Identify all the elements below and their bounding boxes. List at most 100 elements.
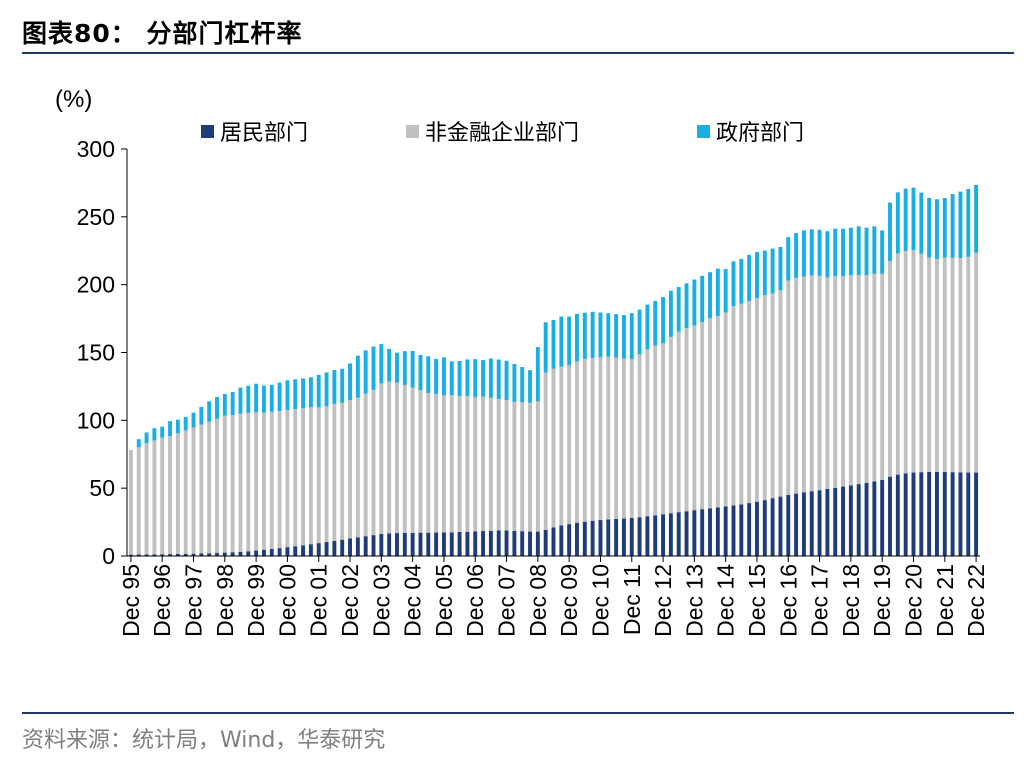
bar-nonfinancial_corporate-91 <box>841 276 845 487</box>
bar-government-81 <box>762 250 767 296</box>
bar-household-82 <box>770 498 775 556</box>
bar-government-24 <box>316 374 321 408</box>
bar-nonfinancial_corporate-56 <box>567 365 572 525</box>
bar-government-23 <box>308 377 313 408</box>
legend-swatch-household <box>201 124 214 138</box>
bar-nonfinancial_corporate-37 <box>418 390 423 533</box>
x-tick-label-1: Dec 96 <box>149 564 175 637</box>
bar-nonfinancial_corporate-63 <box>621 358 626 519</box>
bar-government-106 <box>958 191 963 259</box>
bar-household-75 <box>715 507 720 556</box>
bar-household-11 <box>215 553 219 556</box>
bar-nonfinancial_corporate-49 <box>512 401 517 531</box>
bar-government-63 <box>621 315 626 359</box>
bar-government-7 <box>183 416 188 431</box>
x-tick-label-5: Dec 00 <box>274 564 300 637</box>
bar-nonfinancial_corporate-32 <box>379 383 384 535</box>
bar-government-45 <box>481 360 486 397</box>
bar-household-102 <box>927 471 932 556</box>
bar-household-71 <box>684 511 689 556</box>
bar-government-93 <box>856 226 861 276</box>
bar-household-14 <box>238 551 243 556</box>
bar-nonfinancial_corporate-10 <box>207 421 212 554</box>
bar-nonfinancial_corporate-27 <box>340 402 345 540</box>
bar-household-95 <box>872 481 877 556</box>
bar-government-92 <box>848 227 853 276</box>
bar-household-36 <box>410 532 415 556</box>
bar-government-90 <box>833 228 838 277</box>
bar-nonfinancial_corporate-84 <box>786 280 791 495</box>
bar-household-53 <box>543 529 548 556</box>
bar-government-70 <box>676 286 681 332</box>
bar-nonfinancial_corporate-20 <box>285 410 290 548</box>
x-tick-label-14: Dec 09 <box>556 564 582 637</box>
bar-government-31 <box>371 346 376 390</box>
bar-nonfinancial_corporate-68 <box>661 343 666 515</box>
bar-household-77 <box>731 505 736 556</box>
bar-government-97 <box>888 202 892 261</box>
bar-government-76 <box>723 269 728 313</box>
bar-household-19 <box>277 548 282 556</box>
bar-nonfinancial_corporate-90 <box>833 276 838 488</box>
bar-government-8 <box>191 412 196 428</box>
bar-government-20 <box>285 380 290 411</box>
bar-nonfinancial_corporate-62 <box>614 357 619 519</box>
bar-government-37 <box>418 354 423 391</box>
bar-household-78 <box>739 504 744 556</box>
bar-household-90 <box>833 487 838 556</box>
bar-government-66 <box>645 304 650 350</box>
y-tick-label-100: 100 <box>77 407 115 433</box>
x-tick-label-27: Dec 22 <box>963 564 989 637</box>
x-tick-label-15: Dec 10 <box>587 564 613 637</box>
bar-government-85 <box>794 233 799 278</box>
bar-household-47 <box>496 530 501 556</box>
bar-household-104 <box>942 472 947 556</box>
bar-nonfinancial_corporate-18 <box>269 411 274 549</box>
bar-nonfinancial_corporate-45 <box>481 396 486 532</box>
bar-nonfinancial_corporate-89 <box>825 277 830 489</box>
bar-nonfinancial_corporate-81 <box>762 295 767 501</box>
bar-nonfinancial_corporate-38 <box>426 392 431 533</box>
bar-household-97 <box>888 476 892 556</box>
bar-nonfinancial_corporate-36 <box>410 387 415 533</box>
bar-household-5 <box>168 554 172 556</box>
bar-government-73 <box>700 275 705 322</box>
bar-household-1 <box>136 554 141 556</box>
y-tick-label-50: 50 <box>89 475 115 501</box>
bar-nonfinancial_corporate-43 <box>465 396 470 532</box>
bar-household-61 <box>606 519 611 556</box>
bar-government-18 <box>269 384 274 412</box>
bar-nonfinancial_corporate-41 <box>449 395 454 533</box>
x-tick-label-0: Dec 95 <box>118 564 144 637</box>
bar-nonfinancial_corporate-104 <box>942 257 947 473</box>
bar-household-81 <box>762 500 767 556</box>
bar-government-1 <box>136 439 141 448</box>
bar-government-52 <box>535 347 540 402</box>
bar-nonfinancial_corporate-80 <box>755 298 759 502</box>
bar-nonfinancial_corporate-11 <box>215 418 219 554</box>
bar-nonfinancial_corporate-19 <box>277 411 282 549</box>
x-tick-label-2: Dec 97 <box>181 564 207 637</box>
bar-nonfinancial_corporate-94 <box>864 275 869 483</box>
bar-nonfinancial_corporate-16 <box>254 412 259 551</box>
bar-government-42 <box>457 361 462 397</box>
bar-nonfinancial_corporate-86 <box>801 276 806 493</box>
bar-household-84 <box>786 494 791 556</box>
bar-government-11 <box>215 397 219 419</box>
bar-nonfinancial_corporate-13 <box>230 415 235 553</box>
bar-government-25 <box>324 372 329 407</box>
bar-nonfinancial_corporate-65 <box>637 354 642 518</box>
x-tick-label-20: Dec 15 <box>744 564 770 637</box>
bar-government-100 <box>911 187 916 251</box>
bar-government-4 <box>160 426 165 438</box>
bar-nonfinancial_corporate-48 <box>504 400 509 531</box>
x-tick-label-22: Dec 17 <box>807 564 833 637</box>
bar-nonfinancial_corporate-95 <box>872 273 877 482</box>
bar-nonfinancial_corporate-87 <box>809 275 814 492</box>
bar-nonfinancial_corporate-107 <box>966 256 971 473</box>
bar-government-107 <box>966 189 971 257</box>
bar-nonfinancial_corporate-69 <box>668 336 673 514</box>
bar-government-99 <box>903 188 908 252</box>
x-tick-label-18: Dec 13 <box>681 564 707 637</box>
bar-government-19 <box>277 382 282 412</box>
